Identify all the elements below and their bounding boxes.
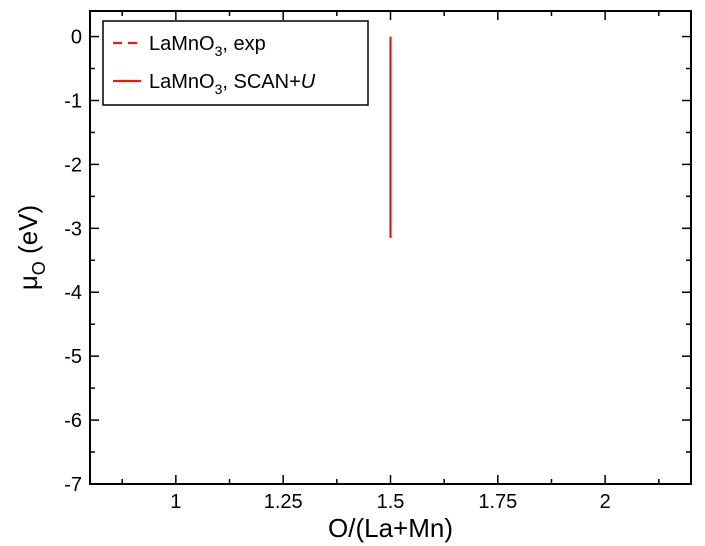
y-axis-label-subscript: O (29, 261, 49, 275)
legend-label: LaMnO3, SCAN+U (149, 71, 316, 97)
legend-box (102, 20, 369, 106)
x-tick-label: 2 (600, 491, 611, 513)
y-tick-label: -4 (64, 282, 82, 304)
y-axis-label-unit: (eV) (13, 205, 43, 261)
y-axis-ticks: 0 -1 -2 -3 -4 -5 -6 -7 (64, 27, 691, 496)
x-tick-label: 1 (170, 491, 181, 513)
x-tick-label: 1.25 (264, 491, 303, 513)
y-axis-label-main: μ (13, 275, 43, 290)
legend: LaMnO3, exp LaMnO3, SCAN+U (102, 20, 369, 106)
legend-label: LaMnO3, exp (149, 33, 266, 59)
y-tick-label: -1 (64, 90, 82, 112)
x-axis-ticks: 1 1.25 1.5 1.75 2 (121, 11, 660, 513)
x-axis-label: O/(La+Mn) (328, 513, 453, 543)
x-tick-label: 1.75 (478, 491, 517, 513)
y-tick-label: -7 (64, 474, 82, 496)
y-tick-label: -6 (64, 410, 82, 432)
y-tick-label: -3 (64, 218, 82, 240)
x-tick-label: 1.5 (377, 491, 405, 513)
y-tick-label: -5 (64, 346, 82, 368)
y-tick-label: -2 (64, 154, 82, 176)
y-tick-label: 0 (71, 27, 82, 49)
y-axis-label: μO (eV) (13, 205, 49, 290)
